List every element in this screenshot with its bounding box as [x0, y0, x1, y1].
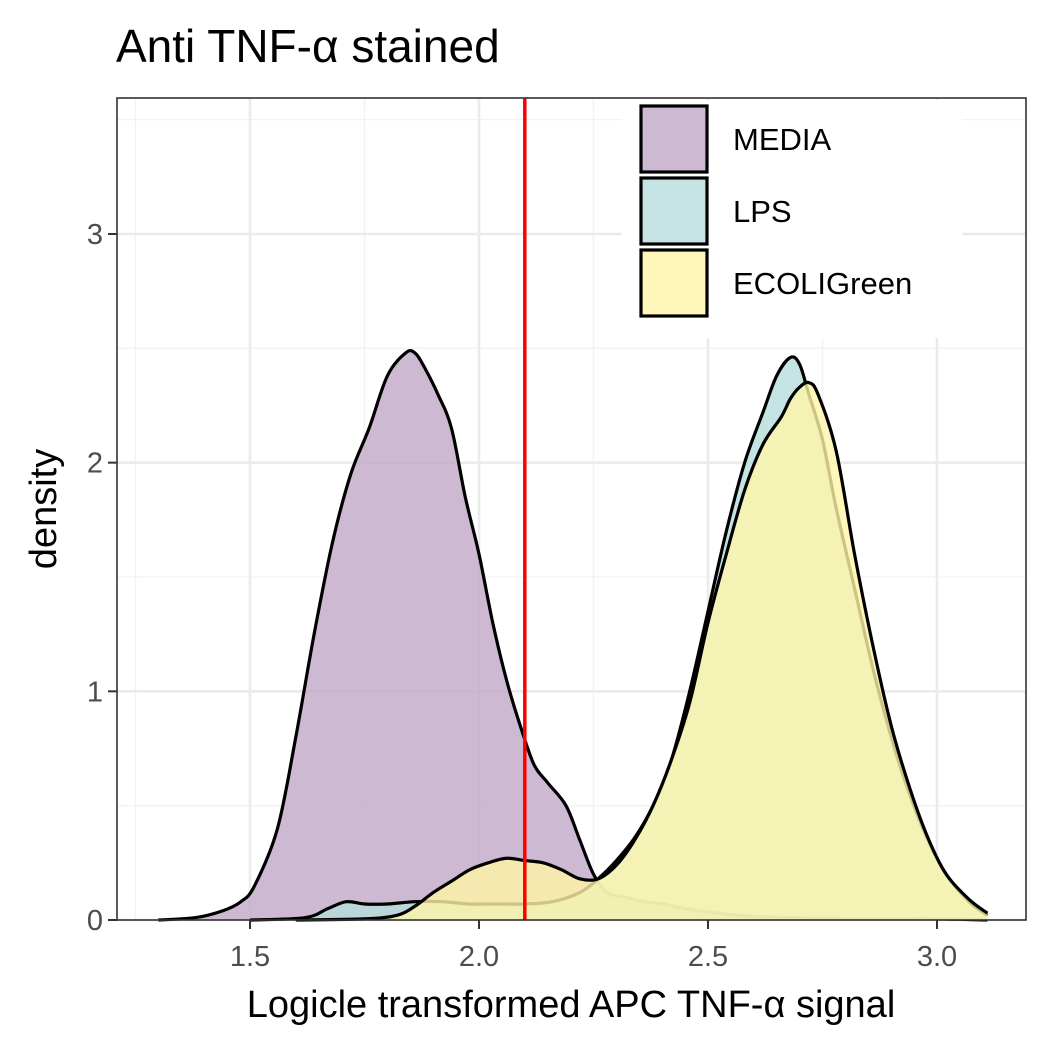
panel-border	[116, 97, 1027, 921]
y-tick-label: 0	[87, 905, 103, 937]
legend-key-lps	[639, 176, 709, 246]
y-axis-title: density	[23, 449, 65, 569]
x-tick-label: 1.5	[230, 941, 270, 973]
density-area-media	[158, 350, 988, 920]
chart-title: Anti TNF-α stained	[116, 20, 500, 72]
x-tick-label: 3.0	[917, 941, 957, 973]
legend-label-ecoligreen: ECOLIGreen	[733, 266, 912, 301]
legend: MEDIA LPS ECOLIGreen	[622, 100, 962, 338]
x-axis-title: Logicle transformed APC TNF-α signal	[247, 984, 896, 1026]
legend-key-media	[639, 104, 709, 174]
legend-key-ecoligreen	[639, 248, 709, 318]
y-tick-label: 2	[87, 448, 103, 480]
density-line-ecoligreen	[295, 380, 989, 922]
y-tick-label: 1	[87, 676, 103, 708]
legend-label-lps: LPS	[733, 194, 792, 229]
x-tick-label: 2.0	[459, 941, 499, 973]
y-axis: 0 1 2 3	[87, 219, 117, 937]
density-areas	[158, 349, 989, 922]
density-area-ecoligreen	[295, 382, 988, 920]
x-axis: 1.5 2.0 2.5 3.0	[230, 920, 957, 973]
y-tick-label: 3	[87, 219, 103, 251]
legend-label-media: MEDIA	[733, 122, 832, 157]
x-tick-label: 2.5	[688, 941, 728, 973]
